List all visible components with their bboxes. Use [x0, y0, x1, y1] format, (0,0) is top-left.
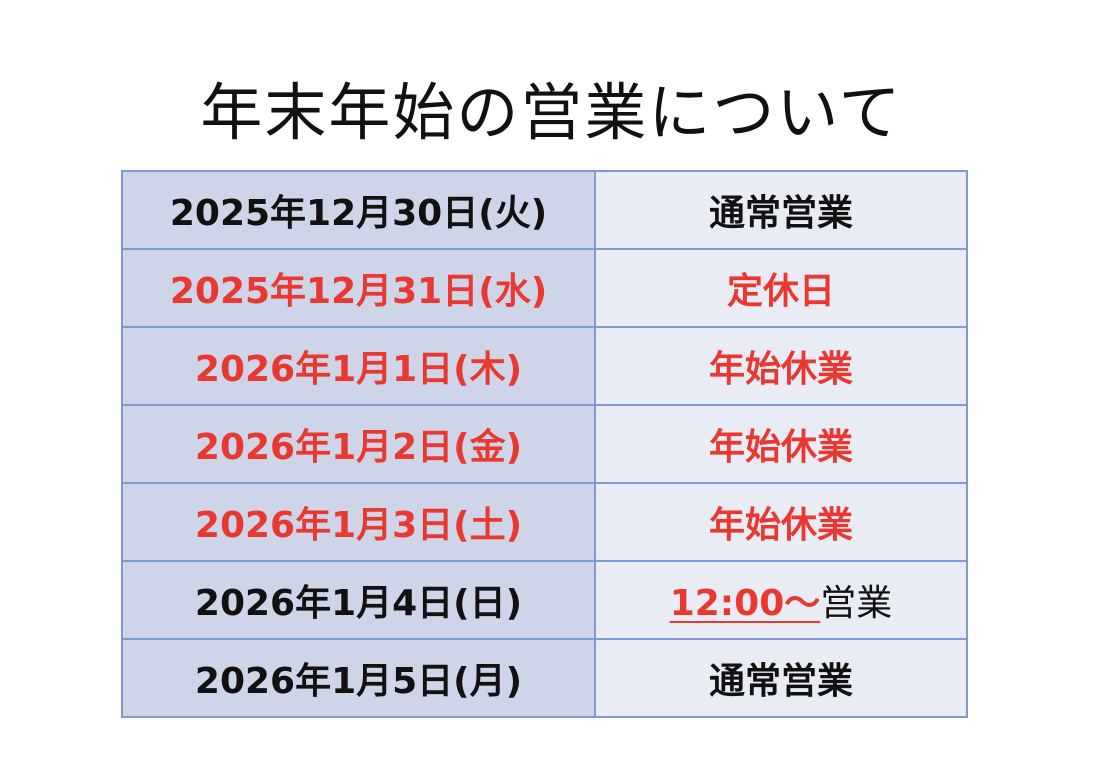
opening-time: 12:00～: [669, 583, 821, 624]
date-cell: 2026年1月5日(月): [121, 638, 596, 718]
schedule-table: 2025年12月30日(火) 通常営業 2025年12月31日(水) 定休日 2…: [121, 170, 968, 718]
date-cell: 2025年12月31日(水): [121, 248, 596, 328]
table-row: 2026年1月1日(木) 年始休業: [121, 326, 968, 406]
date-cell: 2026年1月3日(土): [121, 482, 596, 562]
status-cell: 12:00～営業: [594, 560, 968, 640]
date-cell: 2026年1月2日(金): [121, 404, 596, 484]
table-row: 2026年1月4日(日) 12:00～営業: [121, 560, 968, 640]
status-cell: 年始休業: [594, 404, 968, 484]
status-cell: 年始休業: [594, 482, 968, 562]
status-cell: 年始休業: [594, 326, 968, 406]
status-text: 営業: [820, 583, 893, 624]
status-cell: 定休日: [594, 248, 968, 328]
date-cell: 2026年1月1日(木): [121, 326, 596, 406]
date-cell: 2026年1月4日(日): [121, 560, 596, 640]
table-row: 2026年1月5日(月) 通常営業: [121, 638, 968, 718]
table-row: 2025年12月30日(火) 通常営業: [121, 170, 968, 250]
date-cell: 2025年12月30日(火): [121, 170, 596, 250]
table-row: 2025年12月31日(水) 定休日: [121, 248, 968, 328]
page-title: 年末年始の営業について: [200, 76, 903, 149]
table-row: 2026年1月2日(金) 年始休業: [121, 404, 968, 484]
table-row: 2026年1月3日(土) 年始休業: [121, 482, 968, 562]
status-cell: 通常営業: [594, 638, 968, 718]
status-cell: 通常営業: [594, 170, 968, 250]
